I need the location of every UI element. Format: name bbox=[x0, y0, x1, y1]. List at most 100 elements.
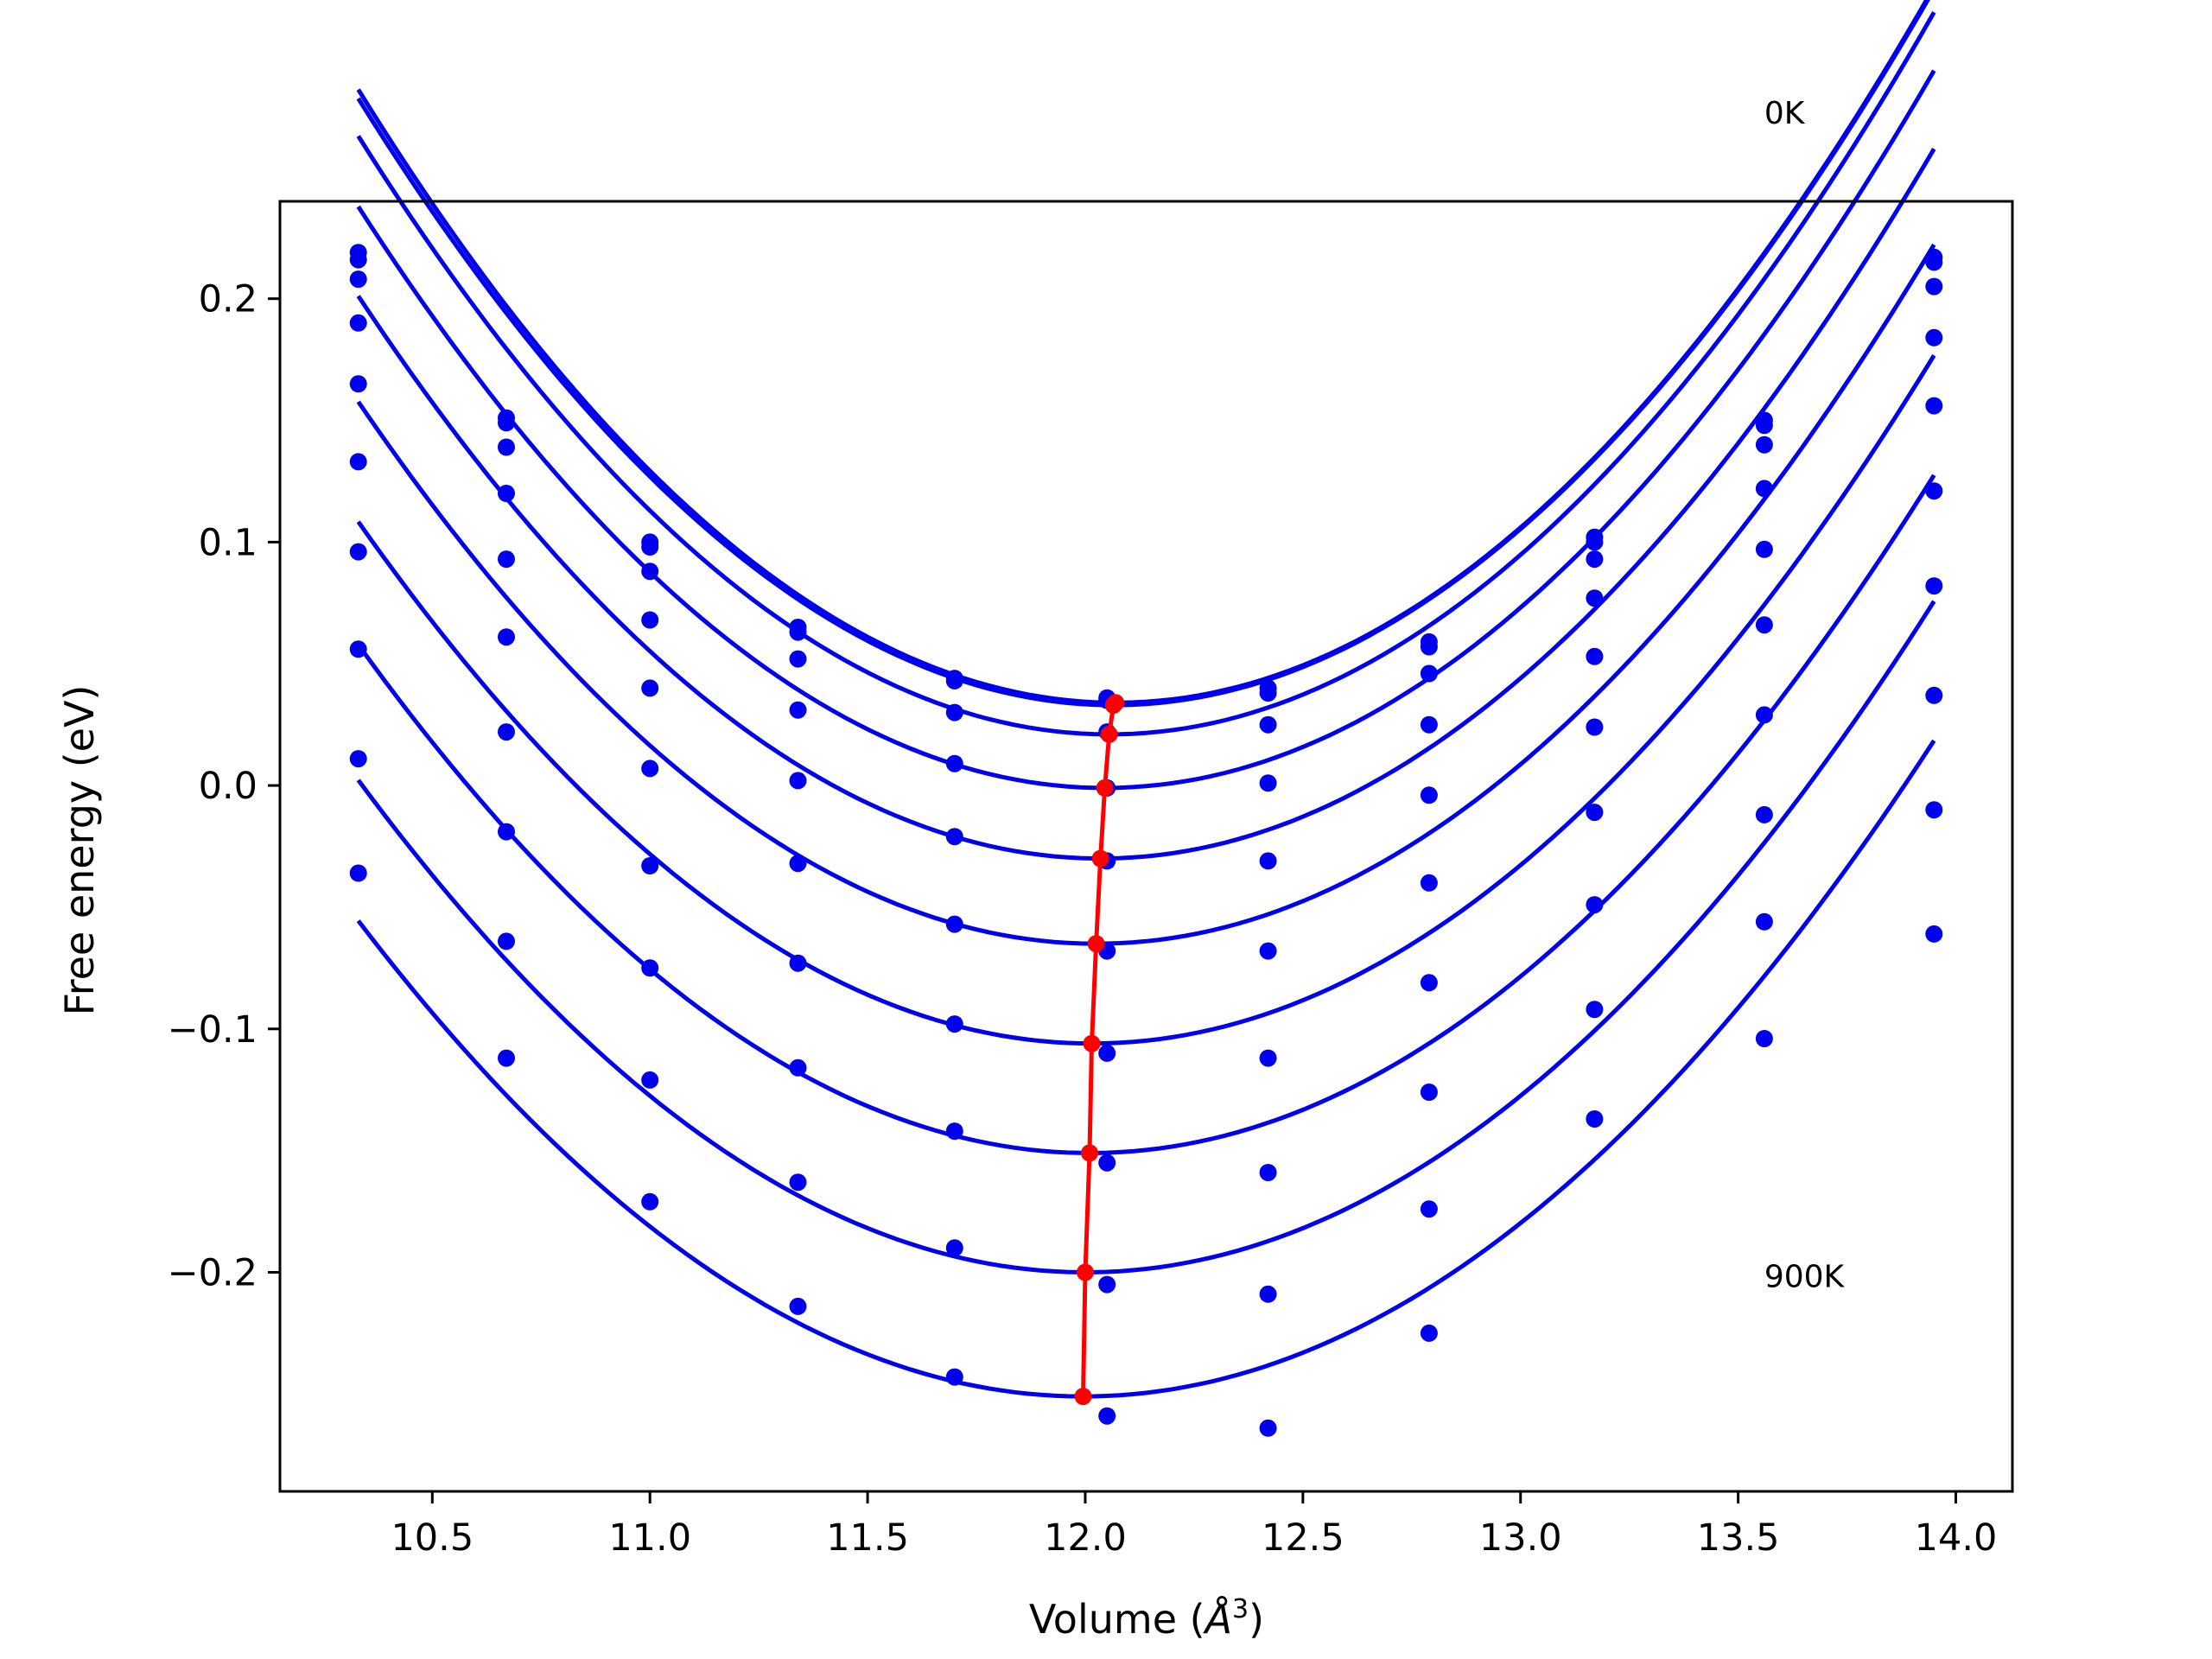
data-point bbox=[641, 679, 659, 697]
data-point bbox=[1755, 435, 1773, 454]
fit-curves bbox=[356, 0, 1936, 1399]
data-point bbox=[1098, 1275, 1116, 1294]
x-axis-ticks: 10.5 11.0 11.5 12.0 12.5 13.0 13.5 14.0 bbox=[391, 1491, 1997, 1560]
data-point bbox=[1755, 805, 1773, 823]
data-point bbox=[1586, 533, 1604, 551]
fit-curve-10 bbox=[356, 739, 1936, 1399]
minimum-point bbox=[1083, 1034, 1101, 1052]
x-tick-label: 13.5 bbox=[1697, 1516, 1780, 1560]
fit-curve-3 bbox=[356, 11, 1936, 737]
data-point bbox=[1755, 1030, 1773, 1047]
data-point bbox=[1925, 801, 1943, 819]
data-point bbox=[641, 538, 659, 556]
data-point bbox=[1259, 1049, 1277, 1067]
annotation-label: 0K bbox=[1764, 96, 1806, 131]
data-point bbox=[1420, 974, 1438, 992]
data-point bbox=[1586, 647, 1604, 665]
fit-curve-9 bbox=[356, 600, 1936, 1274]
data-point bbox=[1586, 896, 1604, 914]
data-point bbox=[945, 1122, 963, 1141]
y-tick-label: 0.2 bbox=[199, 278, 257, 321]
fit-curve-8 bbox=[356, 474, 1936, 1155]
data-point bbox=[641, 1192, 659, 1211]
minimum-line-path bbox=[1081, 701, 1118, 1397]
data-point bbox=[498, 723, 515, 741]
data-point bbox=[498, 438, 515, 456]
data-point bbox=[641, 611, 659, 629]
data-point bbox=[349, 543, 367, 561]
data-point bbox=[1259, 1164, 1277, 1181]
data-point bbox=[789, 954, 807, 972]
data-point bbox=[641, 959, 659, 977]
data-point bbox=[349, 270, 367, 289]
data-point bbox=[945, 754, 963, 772]
y-tick-label: 0.1 bbox=[199, 521, 257, 564]
x-axis-label-symbol: Å bbox=[1203, 1596, 1232, 1643]
x-tick-label: 12.0 bbox=[1044, 1516, 1127, 1560]
x-axis-label-close: ) bbox=[1249, 1596, 1264, 1643]
data-point bbox=[349, 864, 367, 882]
data-point bbox=[1420, 874, 1438, 892]
data-point bbox=[1420, 715, 1438, 734]
fit-curve-4 bbox=[356, 69, 1936, 791]
x-tick-label: 10.5 bbox=[391, 1516, 474, 1560]
data-point bbox=[1755, 616, 1773, 634]
x-axis-label-text: Volume ( bbox=[1029, 1596, 1205, 1643]
data-point bbox=[1098, 1407, 1116, 1425]
data-point bbox=[1586, 1110, 1604, 1128]
minimum-point bbox=[1074, 1388, 1092, 1406]
x-tick-label: 13.0 bbox=[1479, 1516, 1562, 1560]
data-point bbox=[1420, 1200, 1438, 1218]
data-point bbox=[1098, 1154, 1116, 1172]
data-point bbox=[641, 760, 659, 778]
data-point bbox=[1925, 328, 1943, 346]
data-point bbox=[1586, 550, 1604, 569]
data-point bbox=[1420, 1324, 1438, 1342]
data-point bbox=[1925, 277, 1943, 296]
annotation-label: 900K bbox=[1764, 1259, 1846, 1294]
data-point bbox=[1420, 786, 1438, 804]
data-point bbox=[789, 1173, 807, 1192]
data-point bbox=[1259, 942, 1277, 960]
data-point bbox=[1259, 1419, 1277, 1437]
data-point bbox=[945, 1015, 963, 1033]
x-axis-label-exponent: 3 bbox=[1232, 1594, 1249, 1624]
data-point bbox=[1925, 253, 1943, 271]
data-point bbox=[789, 772, 807, 790]
plot-frame bbox=[278, 200, 2014, 1493]
data-points bbox=[349, 244, 1943, 1437]
data-point bbox=[945, 828, 963, 846]
data-point bbox=[1586, 589, 1604, 607]
data-point bbox=[1586, 804, 1604, 822]
y-tick-label: −0.1 bbox=[168, 1008, 257, 1052]
data-point bbox=[1420, 664, 1438, 683]
minimum-line bbox=[1074, 694, 1125, 1406]
x-tick-label: 12.5 bbox=[1262, 1516, 1344, 1560]
data-point bbox=[789, 1297, 807, 1315]
minimum-point bbox=[1100, 725, 1118, 743]
data-point bbox=[945, 915, 963, 933]
data-point bbox=[1925, 686, 1943, 704]
data-point bbox=[498, 550, 515, 569]
data-point bbox=[498, 823, 515, 841]
data-point bbox=[498, 628, 515, 646]
data-point bbox=[349, 375, 367, 393]
annotations: 0K 900K bbox=[1764, 96, 1846, 1295]
data-point bbox=[789, 650, 807, 668]
data-point bbox=[789, 1058, 807, 1077]
data-point bbox=[349, 750, 367, 768]
data-point bbox=[1755, 416, 1773, 435]
fit-curve-6 bbox=[356, 243, 1936, 946]
x-tick-label: 14.0 bbox=[1915, 1516, 1998, 1560]
data-point bbox=[641, 857, 659, 874]
data-point bbox=[1925, 397, 1943, 415]
y-axis-ticks: −0.2 −0.1 0.0 0.1 0.2 bbox=[168, 278, 280, 1294]
minimum-point bbox=[1077, 1263, 1094, 1281]
minimum-point bbox=[1104, 696, 1122, 715]
data-point bbox=[349, 453, 367, 471]
minimum-point bbox=[1081, 1144, 1098, 1162]
data-point bbox=[945, 703, 963, 721]
x-tick-label: 11.5 bbox=[826, 1516, 909, 1560]
data-point bbox=[945, 1239, 963, 1257]
